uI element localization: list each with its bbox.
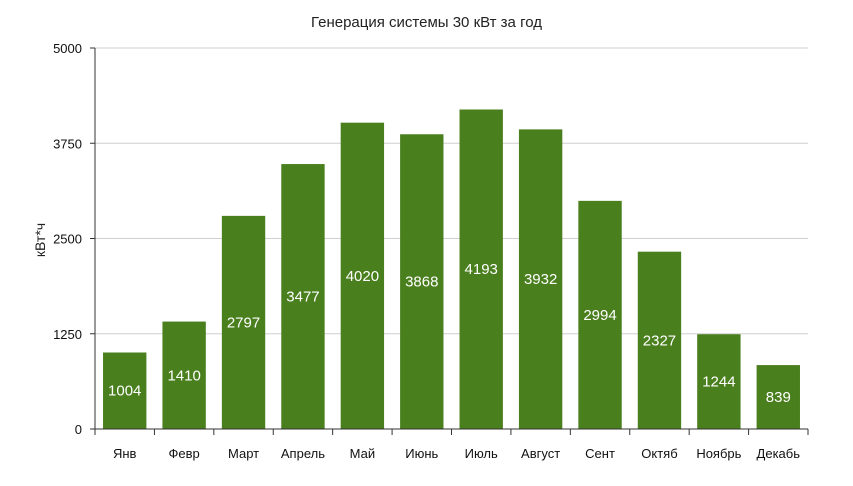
y-tick-label: 2500 — [53, 232, 82, 247]
x-tick-label: Сент — [585, 446, 615, 461]
bar — [162, 321, 206, 429]
bar — [340, 122, 385, 430]
y-tick-label: 3750 — [53, 136, 82, 151]
x-tick-label: Май — [350, 446, 375, 461]
x-tick-label: Ноябрь — [696, 446, 741, 461]
bar-value-label: 3477 — [286, 289, 319, 306]
bar-value-label: 4193 — [465, 261, 498, 278]
bar-value-label: 3932 — [524, 271, 557, 288]
bar-value-label: 3868 — [405, 274, 438, 291]
bar-value-label: 839 — [766, 389, 791, 406]
x-tick-label: Июль — [465, 446, 498, 461]
bar — [637, 251, 682, 429]
bar — [103, 352, 147, 429]
x-tick-label: Апрель — [281, 446, 325, 461]
bar-value-label: 1004 — [108, 383, 141, 400]
y-tick-label: 5000 — [53, 41, 82, 56]
bar-value-label: 1410 — [167, 367, 200, 384]
bar — [459, 109, 503, 429]
x-tick-label: Август — [521, 446, 560, 461]
x-tick-label: Март — [228, 446, 259, 461]
x-tick-label: Февр — [169, 446, 200, 461]
x-tick-label: Июнь — [405, 446, 438, 461]
bar-value-label: 2994 — [583, 307, 616, 324]
bar — [518, 129, 563, 430]
x-tick-label: Декабь — [757, 446, 801, 461]
bar-value-label: 2797 — [227, 314, 260, 331]
bar — [697, 334, 741, 429]
bar — [756, 365, 800, 429]
bar-value-label: 1244 — [702, 374, 735, 391]
bar — [281, 164, 325, 429]
bar — [221, 215, 266, 429]
y-tick-label: 1250 — [53, 327, 82, 342]
bar — [578, 200, 622, 429]
bar-value-label: 2327 — [643, 332, 676, 349]
bar — [400, 134, 444, 429]
chart-title: Генерация системы 30 кВт за год — [311, 14, 542, 31]
x-tick-label: Янв — [113, 446, 137, 461]
bar-value-label: 4020 — [346, 268, 379, 285]
x-tick-label: Октяб — [641, 446, 677, 461]
y-tick-label: 0 — [75, 422, 82, 437]
